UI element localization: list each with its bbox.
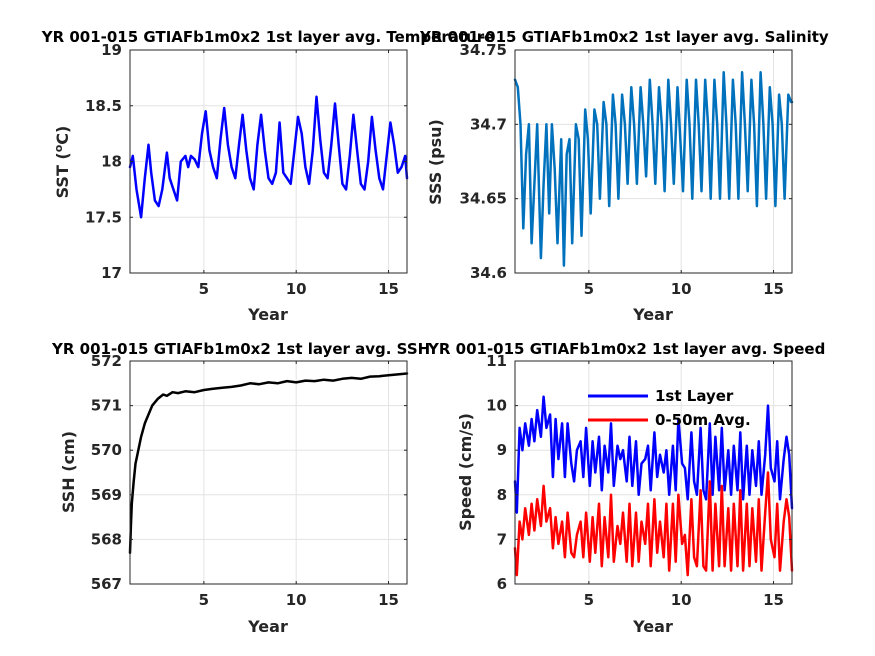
x-ticks-sss: 5 10 15 bbox=[584, 50, 784, 298]
y-axis-label-sst-unit: C) bbox=[53, 126, 72, 145]
y-axis-label-sst-degree: o bbox=[52, 144, 65, 152]
y-tick-label: 9 bbox=[497, 441, 507, 459]
series-sss bbox=[513, 71, 794, 267]
axes-box-sss bbox=[514, 49, 793, 274]
series-speed bbox=[513, 395, 794, 577]
y-tick-label: 34.6 bbox=[470, 264, 507, 282]
chart-speed: YR 001-015 GTIAFb1m0x2 1st layer avg. Sp… bbox=[427, 340, 825, 636]
x-tick-label: 10 bbox=[671, 280, 692, 298]
y-axis-label-sss: SSS (psu) bbox=[426, 119, 445, 205]
y-ticks-ssh: 567 568 569 570 571 572 bbox=[91, 352, 407, 593]
legend-label-1st-layer: 1st Layer bbox=[655, 387, 734, 405]
x-axis-label-sss: Year bbox=[632, 305, 673, 324]
y-axis-label-speed: Speed (cm/s) bbox=[456, 413, 475, 531]
title-speed: YR 001-015 GTIAFb1m0x2 1st layer avg. Sp… bbox=[427, 340, 825, 358]
title-sst: YR 001-015 GTIAFb1m0x2 1st layer avg. Te… bbox=[41, 28, 495, 46]
x-ticks-speed: 5 10 15 bbox=[584, 361, 784, 609]
x-tick-label: 5 bbox=[584, 280, 594, 298]
series-line-sss-0 bbox=[513, 71, 794, 267]
y-tick-label: 6 bbox=[497, 575, 507, 593]
y-tick-label: 7 bbox=[497, 530, 507, 548]
legend-label-0-50m-avg: 0-50m Avg. bbox=[655, 411, 751, 429]
x-tick-label: 10 bbox=[671, 591, 692, 609]
x-tick-label: 15 bbox=[763, 280, 784, 298]
y-ticks-sst: 17 17.5 18 18.5 19 bbox=[85, 41, 407, 282]
y-tick-label: 34.7 bbox=[470, 115, 507, 133]
y-tick-label: 572 bbox=[91, 352, 122, 370]
series-sst bbox=[128, 95, 409, 219]
series-line-ssh-0 bbox=[128, 372, 409, 555]
x-ticks-sst: 5 10 15 bbox=[199, 50, 399, 298]
y-ticks-speed: 6 7 8 9 10 11 bbox=[486, 352, 792, 593]
y-tick-label: 10 bbox=[486, 397, 507, 415]
x-tick-label: 15 bbox=[378, 591, 399, 609]
y-tick-label: 17 bbox=[101, 264, 122, 282]
axes-box-ssh bbox=[129, 360, 408, 585]
y-ticks-sss: 34.6 34.65 34.7 34.75 bbox=[460, 41, 792, 282]
y-tick-label: 18 bbox=[101, 153, 122, 171]
x-tick-label: 10 bbox=[286, 591, 307, 609]
series-line-speed-1 bbox=[513, 471, 794, 577]
y-tick-label: 34.65 bbox=[460, 190, 507, 208]
x-tick-label: 15 bbox=[763, 591, 784, 609]
y-tick-label: 571 bbox=[91, 397, 122, 415]
title-ssh: YR 001-015 GTIAFb1m0x2 1st layer avg. SS… bbox=[51, 340, 430, 358]
x-axis-label-ssh: Year bbox=[247, 617, 288, 636]
y-axis-label-sst-main: SST ( bbox=[53, 152, 72, 198]
y-tick-label: 569 bbox=[91, 486, 122, 504]
x-tick-label: 5 bbox=[584, 591, 594, 609]
chart-ssh: YR 001-015 GTIAFb1m0x2 1st layer avg. SS… bbox=[51, 340, 430, 636]
y-tick-label: 34.75 bbox=[460, 41, 507, 59]
chart-sst: YR 001-015 GTIAFb1m0x2 1st layer avg. Te… bbox=[41, 28, 495, 324]
legend-speed: 1st Layer 0-50m Avg. bbox=[588, 387, 751, 429]
x-tick-label: 15 bbox=[378, 280, 399, 298]
x-axis-label-speed: Year bbox=[632, 617, 673, 636]
x-tick-label: 5 bbox=[199, 591, 209, 609]
y-axis-label-ssh: SSH (cm) bbox=[59, 431, 78, 513]
y-tick-label: 17.5 bbox=[85, 208, 122, 226]
x-tick-label: 10 bbox=[286, 280, 307, 298]
y-tick-label: 567 bbox=[91, 575, 122, 593]
title-sss: YR 001-015 GTIAFb1m0x2 1st layer avg. Sa… bbox=[419, 28, 829, 46]
y-tick-label: 570 bbox=[91, 441, 122, 459]
x-tick-label: 5 bbox=[199, 280, 209, 298]
series-ssh bbox=[128, 372, 409, 555]
plot-area-ssh bbox=[130, 361, 407, 584]
y-tick-label: 568 bbox=[91, 530, 122, 548]
series-line-sst-0 bbox=[128, 95, 409, 219]
axes-box-speed bbox=[514, 360, 793, 585]
chart-sss: YR 001-015 GTIAFb1m0x2 1st layer avg. Sa… bbox=[419, 28, 829, 324]
x-axis-label-sst: Year bbox=[247, 305, 288, 324]
y-axis-label-sst: SST (oC) bbox=[52, 126, 72, 199]
x-ticks-ssh: 5 10 15 bbox=[199, 361, 399, 609]
y-tick-label: 8 bbox=[497, 486, 507, 504]
y-tick-label: 11 bbox=[486, 352, 507, 370]
y-tick-label: 19 bbox=[101, 41, 122, 59]
series-line-speed-0 bbox=[513, 395, 794, 514]
y-tick-label: 18.5 bbox=[85, 97, 122, 115]
